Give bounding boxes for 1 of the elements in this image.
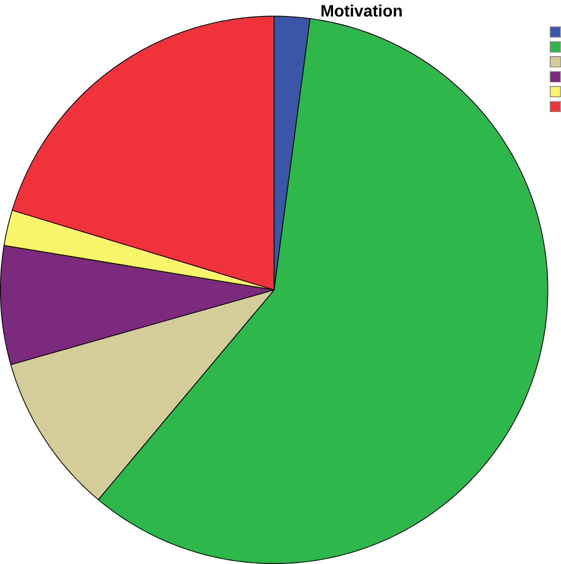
chart-title: Motivation xyxy=(322,4,402,17)
